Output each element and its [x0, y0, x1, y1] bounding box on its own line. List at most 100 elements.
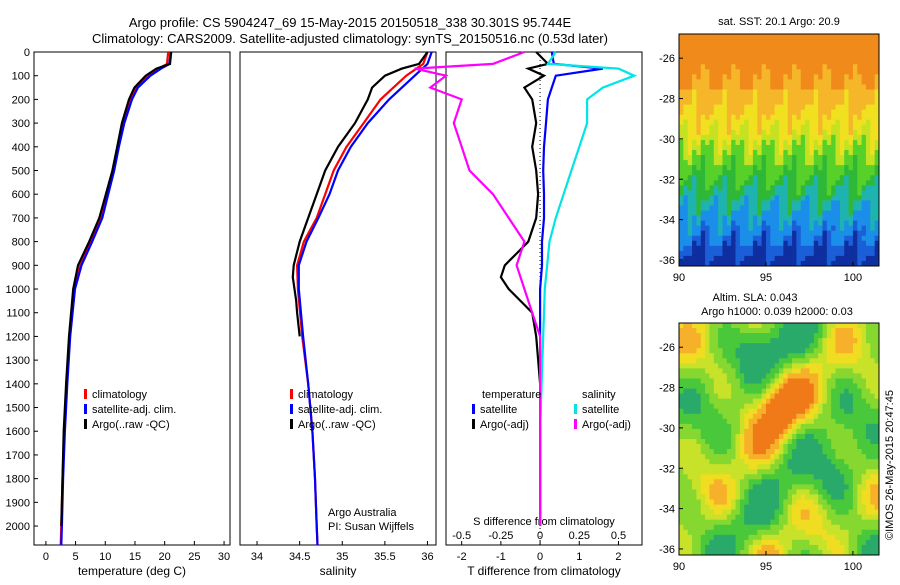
map-cell [687, 454, 693, 460]
map-cell [805, 363, 810, 369]
map-cell [692, 539, 697, 546]
map-cell [796, 195, 802, 201]
map-cell [770, 215, 776, 222]
map-cell [722, 84, 728, 90]
map-cell [692, 323, 697, 329]
map-cell [752, 104, 758, 111]
map-cell [809, 225, 815, 232]
map-cell [787, 433, 793, 440]
map-cell [748, 69, 754, 75]
map-cell [748, 544, 754, 551]
map-cell [809, 338, 815, 344]
map-cell [735, 479, 741, 485]
map-cell [696, 175, 702, 181]
map-cell [831, 408, 836, 415]
map-cell [796, 49, 802, 55]
map-cell [705, 368, 710, 374]
map-cell [718, 514, 723, 521]
map-cell [813, 514, 819, 521]
map-cell [692, 165, 697, 171]
map-cell [709, 514, 715, 521]
map-cell [683, 64, 689, 70]
map-cell [774, 225, 780, 232]
map-cell [687, 34, 693, 40]
map-cell [765, 119, 771, 126]
map-cell [739, 185, 745, 191]
map-cell [852, 368, 858, 374]
map-cell [752, 240, 758, 247]
map-cell [744, 119, 749, 126]
map-cell [748, 439, 754, 445]
map-cell [696, 104, 702, 111]
map-cell [865, 358, 871, 364]
map-cell [770, 373, 776, 379]
map-cell [848, 129, 854, 136]
map-cell [779, 454, 784, 460]
map-cell [765, 333, 771, 339]
y-tick-label: -26 [659, 53, 675, 65]
map-cell [852, 373, 858, 379]
map-cell [870, 403, 876, 410]
map-cell [870, 99, 876, 106]
map-cell [687, 260, 693, 267]
map-cell [757, 378, 763, 384]
map-cell [787, 235, 793, 242]
map-cell [835, 444, 841, 450]
map-cell [848, 79, 854, 85]
map-cell [735, 348, 741, 354]
map-cell [787, 343, 793, 349]
map-cell [713, 160, 719, 166]
map-cell [792, 99, 797, 106]
map-cell [852, 245, 858, 252]
map-cell [848, 84, 854, 90]
map-cell [744, 479, 749, 485]
map-cell [757, 144, 763, 151]
map-cell [705, 378, 710, 384]
map-cell [722, 479, 728, 485]
map-cell [861, 418, 867, 425]
map-cell [739, 333, 745, 339]
map-cell [735, 195, 741, 201]
map-cell [696, 225, 702, 232]
map-cell [774, 175, 780, 181]
map-cell [692, 338, 697, 344]
map-cell [787, 185, 793, 191]
map-cell [792, 499, 797, 505]
map-cell [718, 358, 723, 364]
map-cell [696, 529, 702, 536]
y-tick-label: 100 [12, 71, 30, 83]
map-cell [805, 54, 810, 60]
map-cell [683, 119, 689, 126]
map-cell [765, 94, 771, 100]
map-cell [844, 235, 849, 242]
map-cell [848, 408, 854, 415]
map-cell [857, 119, 863, 126]
map-cell [800, 250, 806, 257]
map-cell [870, 323, 876, 329]
map-cell [818, 328, 823, 334]
map-cell [709, 34, 715, 40]
map-cell [744, 449, 749, 455]
map-cell [761, 200, 767, 206]
map-cell [735, 250, 741, 257]
map-cell [783, 549, 789, 556]
map-cell [687, 79, 693, 85]
map-cell [839, 139, 845, 146]
map-cell [813, 119, 819, 126]
map-cell [848, 353, 854, 359]
map-cell [809, 250, 815, 257]
map-cell [800, 74, 806, 80]
map-cell [722, 69, 728, 75]
map-cell [805, 250, 810, 257]
map-cell [826, 549, 832, 556]
map-cell [696, 428, 702, 435]
map-cell [792, 119, 797, 126]
map-cell [852, 240, 858, 247]
map-cell [705, 358, 710, 364]
map-cell [787, 464, 793, 470]
map-cell [857, 94, 863, 100]
map-cell [744, 383, 749, 389]
map-cell [874, 54, 880, 60]
map-cell [857, 240, 863, 247]
map-cell [813, 34, 819, 40]
